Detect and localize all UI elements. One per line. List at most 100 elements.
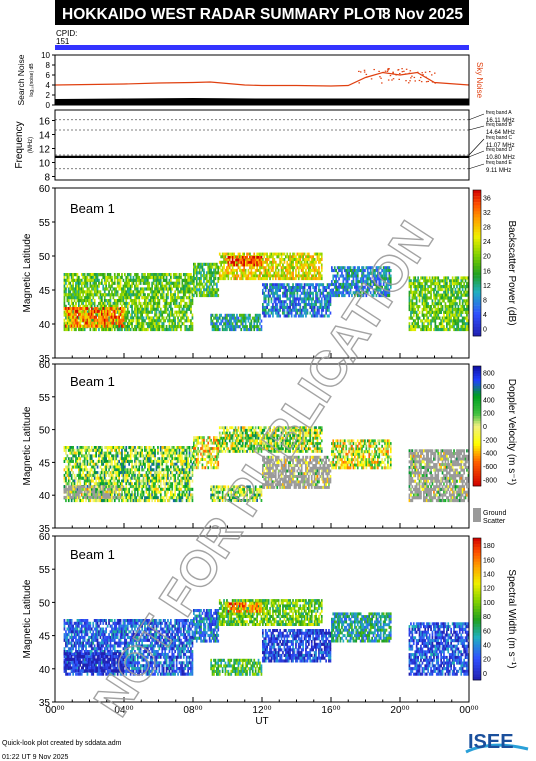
data-cell xyxy=(444,316,447,320)
data-cell xyxy=(280,260,283,264)
data-cell xyxy=(78,287,80,291)
data-cell xyxy=(145,471,148,475)
data-cell xyxy=(126,325,129,329)
data-cell xyxy=(73,318,76,322)
data-cell xyxy=(253,322,256,326)
data-cell xyxy=(433,296,435,300)
data-cell xyxy=(141,316,143,320)
data-cell xyxy=(414,319,417,323)
data-cell xyxy=(274,297,277,301)
data-cell xyxy=(106,479,109,483)
data-cell xyxy=(297,274,300,278)
data-cell xyxy=(144,496,146,500)
data-cell xyxy=(135,310,138,314)
data-cell xyxy=(170,307,172,311)
data-cell xyxy=(303,266,306,270)
colorbar-tick-label: 28 xyxy=(483,225,491,232)
data-cell xyxy=(289,294,291,298)
data-cell xyxy=(111,462,113,466)
data-cell xyxy=(453,307,455,312)
data-cell xyxy=(125,468,128,472)
data-cell xyxy=(309,263,312,267)
data-cell xyxy=(351,280,353,284)
data-cell xyxy=(181,310,184,314)
data-cell xyxy=(145,459,148,463)
data-cell xyxy=(310,303,313,307)
data-cell xyxy=(154,310,156,314)
data-cell xyxy=(141,325,143,329)
data-cell xyxy=(306,294,309,298)
data-cell xyxy=(145,490,148,494)
data-cell xyxy=(438,322,441,326)
data-cell xyxy=(172,299,175,303)
data-cell xyxy=(315,260,317,264)
data-cell xyxy=(78,296,80,300)
data-cell xyxy=(266,283,268,287)
data-cell xyxy=(277,252,280,256)
data-cell xyxy=(86,473,89,477)
data-cell xyxy=(310,255,313,259)
data-cell xyxy=(262,266,264,270)
data-cell xyxy=(126,493,129,497)
data-cell xyxy=(129,278,132,282)
data-cell xyxy=(231,263,234,267)
data-cell xyxy=(85,296,87,300)
data-cell xyxy=(79,287,82,291)
data-cell xyxy=(448,316,451,320)
data-cell xyxy=(124,310,126,314)
data-cell xyxy=(125,471,128,475)
data-cell xyxy=(76,309,79,314)
data-cell xyxy=(103,459,106,463)
data-cell xyxy=(118,327,120,332)
colorbar-tick-label: 8 xyxy=(483,298,487,305)
data-cell xyxy=(257,258,260,262)
data-cell xyxy=(287,255,290,259)
data-cell xyxy=(113,325,116,329)
data-cell xyxy=(244,271,247,275)
data-cell xyxy=(203,262,205,266)
data-cell xyxy=(193,282,195,286)
data-cell xyxy=(253,258,256,262)
data-cell xyxy=(365,288,368,292)
data-cell xyxy=(221,328,224,332)
data-cell xyxy=(408,316,411,320)
data-cell xyxy=(75,459,77,463)
data-cell xyxy=(135,319,138,323)
sky-noise-point xyxy=(358,82,360,84)
data-cell xyxy=(83,479,86,483)
data-cell xyxy=(241,268,244,272)
data-cell xyxy=(151,316,153,320)
data-cell xyxy=(264,258,267,261)
data-cell xyxy=(85,457,87,461)
data-cell xyxy=(233,271,235,275)
data-cell xyxy=(122,309,125,314)
data-cell xyxy=(286,297,289,301)
data-cell xyxy=(76,459,79,463)
data-cell xyxy=(109,482,112,486)
data-cell xyxy=(438,316,441,320)
data-cell xyxy=(144,296,146,300)
data-cell xyxy=(345,274,348,278)
data-cell xyxy=(112,446,115,450)
data-cell xyxy=(132,310,135,314)
data-cell xyxy=(348,266,350,270)
colorbar-segment xyxy=(473,226,481,230)
data-cell xyxy=(69,273,72,277)
data-cell xyxy=(299,274,302,278)
data-cell xyxy=(233,319,235,323)
data-cell xyxy=(279,303,281,307)
data-cell xyxy=(333,294,336,298)
sky-noise-point xyxy=(386,70,389,72)
data-cell xyxy=(139,485,142,489)
data-cell xyxy=(274,274,277,278)
data-cell xyxy=(269,314,271,318)
data-cell xyxy=(141,490,143,494)
data-cell xyxy=(264,271,267,275)
sky-noise-point xyxy=(370,78,373,80)
data-cell xyxy=(101,281,103,285)
data-cell xyxy=(191,325,194,329)
data-cell xyxy=(207,291,210,295)
data-cell xyxy=(313,286,316,290)
data-cell xyxy=(172,313,175,317)
